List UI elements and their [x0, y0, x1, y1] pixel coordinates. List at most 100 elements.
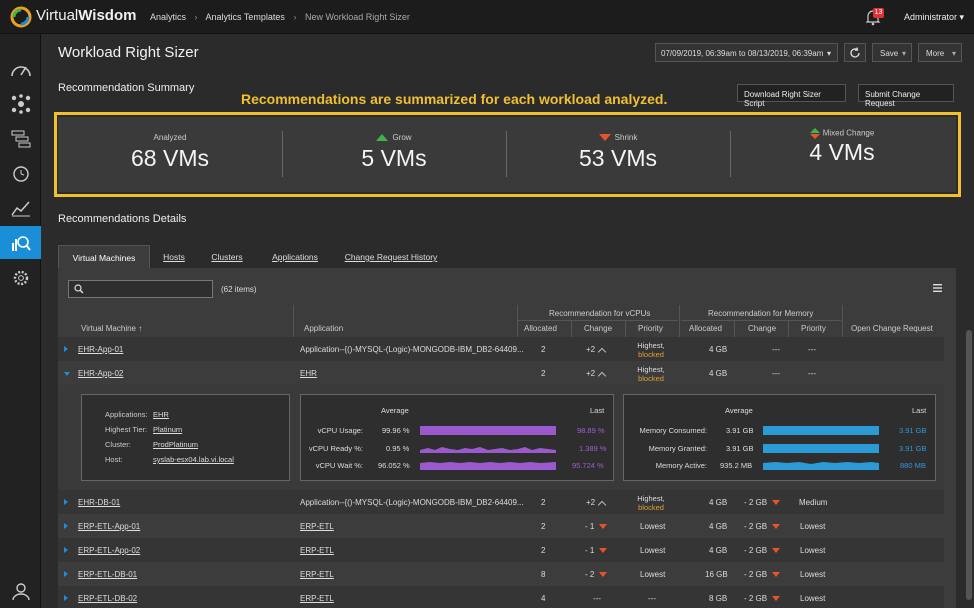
col-mem-allocated[interactable]: Allocated	[689, 324, 722, 333]
divider	[518, 320, 678, 321]
virtualwisdom-logo-icon[interactable]	[10, 6, 32, 28]
mem-priority: ---	[808, 345, 816, 354]
mem-allocated: 4 GB	[709, 345, 728, 354]
app-name[interactable]: EHR	[300, 369, 317, 378]
user-menu[interactable]: Administrator ▾	[904, 12, 964, 23]
vm-name[interactable]: EHR-App-02	[78, 369, 124, 378]
tab-clusters[interactable]: Clusters	[198, 245, 256, 268]
expand-arrow-icon[interactable]	[64, 499, 68, 505]
col-virtual-machine[interactable]: Virtual Machine ↑	[81, 324, 142, 333]
vm-name[interactable]: ERP-ETL-App-02	[78, 546, 141, 555]
sidebar-item-dashboard[interactable]	[0, 52, 41, 85]
table-row[interactable]: EHR-DB-01 Application--{()-MYSQL-(Logic)…	[58, 490, 944, 514]
memory-active-last: 880 MB	[900, 461, 926, 470]
vm-name[interactable]: EHR-DB-01	[78, 498, 121, 507]
col-mem-change[interactable]: Change	[748, 324, 777, 333]
cpu-allocated: 2	[541, 345, 546, 354]
sidebar-item-analytics[interactable]	[0, 226, 41, 259]
mem-allocated: 4 GB	[709, 546, 728, 555]
mem-change: - 2 GB	[744, 498, 781, 507]
refresh-button[interactable]	[844, 43, 866, 62]
divider	[293, 305, 294, 337]
more-label: More	[926, 49, 945, 58]
vm-name[interactable]: ERP-ETL-DB-01	[78, 570, 138, 579]
table-row[interactable]: EHR-App-01 Application--{()-MYSQL-(Logic…	[58, 337, 944, 361]
column-menu-icon[interactable]	[933, 284, 942, 292]
mem-allocated: 16 GB	[705, 570, 728, 579]
save-button[interactable]: Save ▾	[872, 43, 912, 62]
table-row[interactable]: EHR-App-02 EHR 2 +2 Highest, blocked 4 GB…	[58, 361, 944, 385]
divider	[734, 321, 735, 337]
col-open-change-request[interactable]: Open Change Request	[851, 324, 933, 333]
shrink-arrow-icon	[772, 548, 781, 554]
stat-value: 5 VMs	[361, 145, 427, 171]
stat-shrink: Shrink 53 VMs	[506, 124, 730, 184]
cpu-allocated: 8	[541, 570, 546, 579]
divider	[625, 321, 626, 337]
tab-virtual-machines[interactable]: Virtual Machines	[58, 245, 150, 268]
table-row[interactable]: ERP-ETL-App-01 ERP-ETL 2 - 1 Lowest 4 GB…	[58, 514, 944, 538]
app-name: Application--{()-MYSQL-(Logic)-MONGODB-I…	[300, 498, 524, 507]
vertical-scrollbar[interactable]	[964, 34, 974, 608]
tab-applications[interactable]: Applications	[256, 245, 334, 268]
cpu-allocated: 4	[541, 594, 546, 603]
col-cpu-change[interactable]: Change	[584, 324, 613, 333]
sidebar	[0, 34, 41, 608]
expand-arrow-icon[interactable]	[64, 595, 68, 601]
cpu-allocated: 2	[541, 546, 546, 555]
memory-granted-label: Memory Granted:	[648, 444, 707, 453]
sidebar-item-settings[interactable]	[0, 261, 41, 294]
col-cpu-allocated[interactable]: Allocated	[524, 324, 557, 333]
cpu-average-header: Average	[381, 406, 409, 415]
brand-name[interactable]: VirtualWisdom	[36, 7, 137, 24]
mem-priority: Lowest	[800, 546, 826, 555]
sidebar-item-alarms[interactable]	[0, 156, 41, 189]
submit-change-request-button[interactable]: Submit Change Request	[858, 84, 954, 108]
expand-arrow-icon[interactable]	[64, 346, 68, 352]
sidebar-item-trends[interactable]	[0, 191, 41, 224]
cpu-change: +2	[586, 369, 607, 381]
info-applications: Applications: EHR	[105, 410, 169, 419]
vm-name[interactable]: ERP-ETL-DB-02	[78, 594, 138, 603]
col-cpu-priority[interactable]: Priority	[638, 324, 663, 333]
stat-value: 4 VMs	[809, 139, 875, 165]
cpu-priority: Lowest	[640, 570, 666, 579]
mem-allocated: 4 GB	[709, 498, 728, 507]
expand-arrow-icon[interactable]	[64, 571, 68, 577]
vcpu-usage-label: vCPU Usage:	[317, 426, 363, 435]
table-row[interactable]: ERP-ETL-DB-02 ERP-ETL 4 --- --- 8 GB - 2…	[58, 586, 944, 608]
search-input[interactable]	[68, 280, 213, 298]
sidebar-item-topology[interactable]	[0, 87, 41, 120]
app-name[interactable]: ERP-ETL	[300, 522, 334, 531]
sidebar-item-profile[interactable]	[0, 574, 41, 607]
collapse-arrow-icon[interactable]	[64, 372, 70, 376]
grow-chevron-icon	[597, 500, 607, 510]
user-name: Administrator	[904, 12, 958, 22]
more-button[interactable]: More ▾	[918, 43, 962, 62]
table-row[interactable]: ERP-ETL-App-02 ERP-ETL 2 - 1 Lowest 4 GB…	[58, 538, 944, 562]
table-row[interactable]: ERP-ETL-DB-01 ERP-ETL 8 - 2 Lowest 16 GB…	[58, 562, 944, 586]
tab-change-request-history[interactable]: Change Request History	[334, 245, 448, 268]
memory-consumed-label: Memory Consumed:	[639, 426, 707, 435]
app-name[interactable]: ERP-ETL	[300, 570, 334, 579]
scrollbar-thumb[interactable]	[966, 330, 972, 600]
date-range-picker[interactable]: 07/09/2019, 06:39am to 08/13/2019, 06:39…	[655, 43, 838, 62]
app-name[interactable]: ERP-ETL	[300, 546, 334, 555]
expand-arrow-icon[interactable]	[64, 523, 68, 529]
vm-name[interactable]: EHR-App-01	[78, 345, 124, 354]
expand-arrow-icon[interactable]	[64, 547, 68, 553]
sidebar-item-hierarchy[interactable]	[0, 122, 41, 155]
mem-change: - 2 GB	[744, 546, 781, 555]
col-mem-priority[interactable]: Priority	[801, 324, 826, 333]
download-script-button[interactable]: Download Right Sizer Script	[737, 84, 846, 108]
breadcrumb-analytics[interactable]: Analytics	[150, 12, 187, 22]
vm-name[interactable]: ERP-ETL-App-01	[78, 522, 141, 531]
shrink-arrow-icon	[599, 548, 608, 554]
tab-hosts[interactable]: Hosts	[150, 245, 198, 268]
col-application[interactable]: Application	[304, 324, 344, 333]
app-name[interactable]: ERP-ETL	[300, 594, 334, 603]
stat-label: Mixed Change	[822, 128, 875, 138]
breadcrumb-analytics-templates[interactable]: Analytics Templates	[205, 12, 285, 22]
mem-last-header: Last	[912, 406, 927, 415]
divider	[571, 321, 572, 337]
